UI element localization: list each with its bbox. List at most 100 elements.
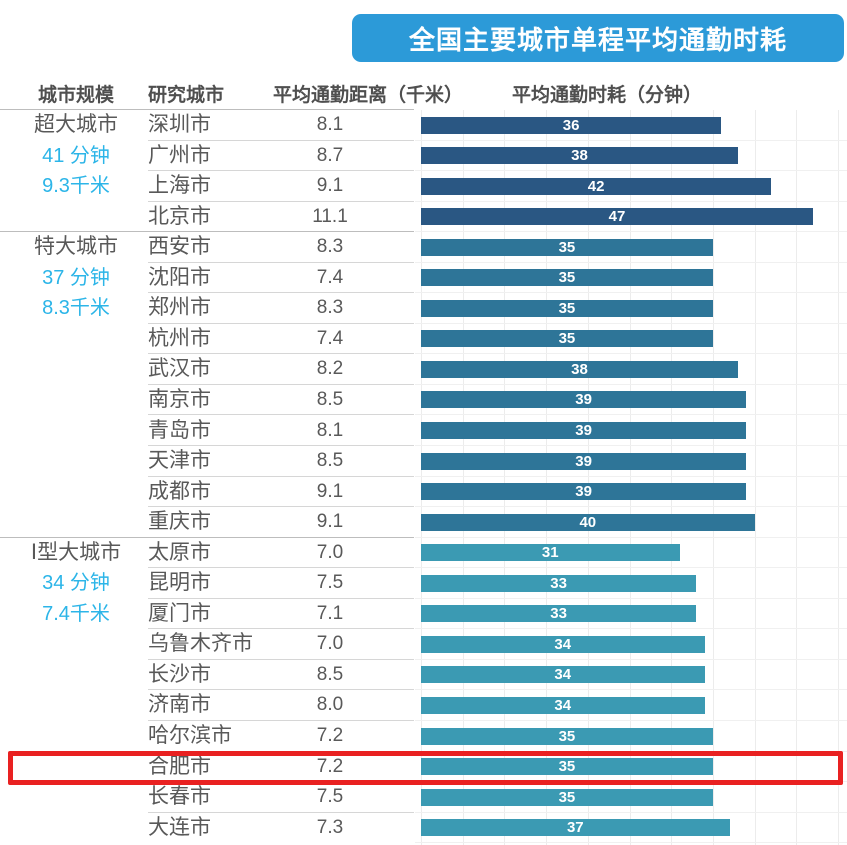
avg-distance-value: 8.3 bbox=[316, 297, 344, 319]
time-bar-value: 34 bbox=[554, 696, 572, 714]
city-name: 上海市 bbox=[148, 174, 211, 198]
avg-distance-value: 8.3 bbox=[316, 236, 344, 258]
time-bar: 34 bbox=[421, 666, 705, 684]
city-name: 大连市 bbox=[148, 815, 211, 839]
city-name: 南京市 bbox=[148, 387, 211, 411]
column-header-city-scale: 城市规模 bbox=[37, 85, 114, 106]
time-bar-value: 35 bbox=[558, 330, 576, 348]
city-name: 武汉市 bbox=[148, 357, 211, 381]
row-divider bbox=[148, 475, 414, 477]
group-divider bbox=[0, 231, 414, 233]
time-bar: 34 bbox=[421, 696, 705, 714]
city-name: 成都市 bbox=[148, 479, 211, 503]
city-name: 杭州市 bbox=[148, 326, 211, 350]
city-name: 北京市 bbox=[148, 204, 211, 228]
gridline bbox=[546, 110, 548, 845]
gridline bbox=[712, 110, 714, 845]
avg-distance-value: 7.2 bbox=[316, 725, 344, 746]
avg-distance-value: 8.1 bbox=[316, 114, 344, 135]
table-row: 武汉市 8.2 38 bbox=[0, 354, 847, 385]
row-gridline bbox=[415, 445, 847, 447]
gridline bbox=[504, 110, 506, 845]
table-row: 长春市 7.5 35 bbox=[0, 782, 847, 813]
gridline bbox=[462, 110, 464, 845]
table-row: 杭州市 7.4 35 bbox=[0, 324, 847, 355]
gridline bbox=[587, 110, 589, 845]
row-gridline bbox=[415, 139, 847, 141]
row-divider bbox=[148, 383, 414, 385]
row-gridline bbox=[415, 414, 847, 416]
city-name: 青岛市 bbox=[148, 418, 211, 442]
avg-distance-value: 9.1 bbox=[316, 175, 344, 197]
row-divider bbox=[148, 261, 414, 263]
city-name: 哈尔滨市 bbox=[148, 724, 232, 747]
group-avg-distance: 8.3千米 bbox=[42, 297, 110, 320]
plot-gridlines bbox=[0, 110, 847, 845]
city-name: 郑州市 bbox=[148, 296, 211, 320]
time-bar: 35 bbox=[421, 269, 713, 287]
avg-distance-value: 7.4 bbox=[316, 327, 344, 349]
avg-distance-value: 8.1 bbox=[316, 419, 344, 441]
row-divider bbox=[148, 689, 414, 691]
time-bar: 39 bbox=[421, 391, 747, 409]
table-row: 天津市 8.5 39 bbox=[0, 446, 847, 477]
avg-distance-value: 9.1 bbox=[316, 511, 344, 533]
avg-distance-value: 7.5 bbox=[316, 572, 344, 594]
avg-distance-value: 8.5 bbox=[316, 663, 344, 685]
avg-distance-value: 8.5 bbox=[316, 388, 344, 410]
row-divider bbox=[148, 597, 414, 599]
table-row: 广州市 8.7 38 bbox=[0, 141, 847, 172]
time-bar: 47 bbox=[421, 208, 813, 226]
column-header-research-city: 研究城市 bbox=[148, 85, 225, 106]
time-bar: 39 bbox=[421, 483, 747, 501]
row-divider bbox=[148, 811, 414, 813]
time-bar: 38 bbox=[421, 147, 738, 165]
table-row: 郑州市 8.3 35 bbox=[0, 293, 847, 324]
row-divider bbox=[148, 506, 414, 508]
group-avg-time: 37 分钟 bbox=[42, 266, 110, 289]
city-name: 长春市 bbox=[148, 785, 211, 809]
row-gridline bbox=[415, 506, 847, 508]
time-bar-value: 35 bbox=[558, 238, 576, 256]
time-bar-value: 35 bbox=[558, 299, 576, 317]
time-bar-value: 35 bbox=[558, 758, 576, 776]
table-body: 超大城市 41 分钟 9.3千米 深圳市 8.1 36 广州市 8.7 38 上海市 9.1 42 北京… bbox=[0, 110, 847, 845]
row-gridline bbox=[415, 842, 847, 844]
row-gridline bbox=[415, 170, 847, 172]
table-row: 沈阳市 7.4 35 bbox=[0, 263, 847, 294]
time-bar-value: 31 bbox=[541, 544, 559, 562]
time-bar: 35 bbox=[421, 299, 713, 317]
time-bar: 33 bbox=[421, 574, 697, 592]
time-bar: 37 bbox=[421, 819, 730, 837]
group-label-block: 特大城市 37 分钟 8.3千米 bbox=[0, 232, 152, 324]
time-bar-value: 38 bbox=[571, 147, 588, 165]
time-bar: 31 bbox=[421, 544, 680, 562]
time-bar-value: 40 bbox=[579, 513, 597, 531]
time-bar-value: 33 bbox=[550, 605, 567, 623]
gridline bbox=[671, 110, 673, 845]
table-row: 北京市 11.1 47 bbox=[0, 202, 847, 233]
city-name: 昆明市 bbox=[148, 571, 211, 595]
avg-distance-value: 9.1 bbox=[316, 480, 344, 502]
time-bar: 39 bbox=[421, 422, 747, 439]
time-bar: 39 bbox=[421, 452, 747, 470]
avg-distance-value: 7.2 bbox=[316, 755, 344, 777]
time-bar-value: 47 bbox=[608, 208, 626, 226]
time-bar: 36 bbox=[421, 116, 722, 134]
table-row: 乌鲁木齐市 7.0 34 bbox=[0, 629, 847, 660]
table-row: 厦门市 7.1 33 bbox=[0, 599, 847, 630]
row-divider bbox=[148, 445, 414, 447]
row-gridline bbox=[415, 292, 847, 294]
row-gridline bbox=[415, 475, 847, 477]
row-divider bbox=[148, 292, 414, 294]
time-bar: 33 bbox=[421, 605, 697, 623]
city-name: 广州市 bbox=[148, 143, 211, 167]
city-name: 深圳市 bbox=[148, 113, 211, 136]
time-bar: 42 bbox=[421, 177, 772, 195]
avg-distance-value: 7.5 bbox=[316, 786, 344, 808]
row-gridline bbox=[415, 658, 847, 660]
time-bar: 38 bbox=[421, 360, 738, 378]
avg-distance-value: 7.3 bbox=[316, 816, 344, 838]
avg-distance-value: 7.1 bbox=[316, 602, 344, 624]
city-name: 乌鲁木齐市 bbox=[148, 632, 253, 656]
